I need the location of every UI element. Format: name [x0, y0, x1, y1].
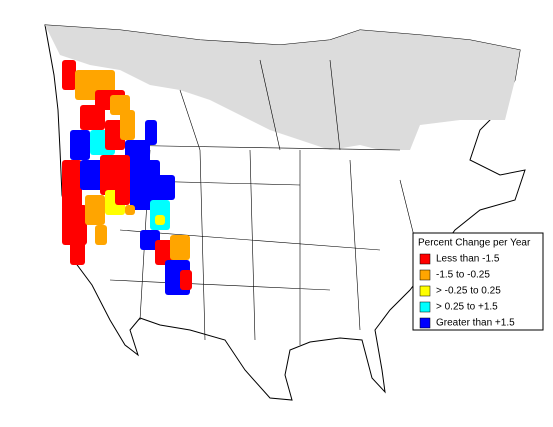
legend-label: Less than -1.5 — [436, 254, 500, 265]
legend-box — [412, 232, 544, 331]
trend-patch — [125, 205, 135, 215]
trend-patch — [95, 225, 107, 245]
trend-patch — [70, 130, 90, 160]
legend-swatch — [419, 301, 431, 313]
trend-patch — [170, 235, 190, 260]
trend-patch — [120, 110, 135, 140]
legend-swatch — [419, 317, 431, 329]
trend-patch — [80, 105, 105, 130]
unsurveyed-region — [45, 25, 520, 150]
legend-label: > -0.25 to 0.25 — [436, 286, 501, 297]
trend-patch — [115, 185, 130, 205]
legend-swatch — [419, 269, 431, 281]
legend-swatch — [419, 285, 431, 297]
trend-patches — [62, 60, 192, 295]
trend-patch — [155, 215, 165, 225]
trend-patch — [70, 240, 85, 265]
legend: Percent Change per Year Less than -1.5 -1… — [412, 232, 544, 331]
legend-label: > 0.25 to +1.5 — [436, 302, 498, 313]
legend-swatch — [419, 253, 431, 265]
trend-patch — [62, 160, 82, 210]
trend-patch — [62, 205, 87, 245]
legend-title: Percent Change per Year — [418, 238, 531, 249]
trend-patch — [80, 160, 105, 190]
trend-patch — [145, 120, 157, 145]
trend-patch — [180, 270, 192, 290]
trend-patch — [62, 60, 76, 90]
legend-label: Greater than +1.5 — [436, 318, 515, 329]
trend-patch — [85, 195, 105, 225]
legend-label: -1.5 to -0.25 — [436, 270, 490, 281]
trend-patch — [125, 140, 150, 165]
trend-patch — [150, 175, 175, 200]
